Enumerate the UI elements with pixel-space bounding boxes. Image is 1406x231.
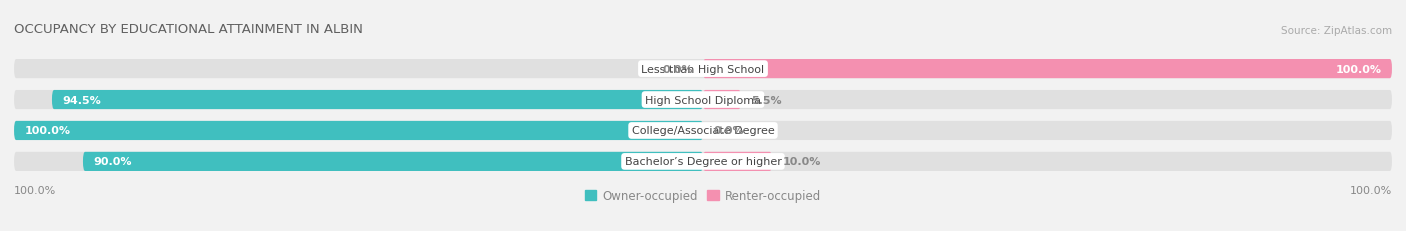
Text: College/Associate Degree: College/Associate Degree bbox=[631, 126, 775, 136]
FancyBboxPatch shape bbox=[83, 152, 703, 171]
FancyBboxPatch shape bbox=[52, 91, 703, 110]
Text: Less than High School: Less than High School bbox=[641, 64, 765, 74]
Text: Source: ZipAtlas.com: Source: ZipAtlas.com bbox=[1281, 25, 1392, 35]
FancyBboxPatch shape bbox=[703, 152, 772, 171]
Text: 0.0%: 0.0% bbox=[662, 64, 693, 74]
Text: 100.0%: 100.0% bbox=[14, 185, 56, 195]
Legend: Owner-occupied, Renter-occupied: Owner-occupied, Renter-occupied bbox=[579, 184, 827, 207]
Text: 100.0%: 100.0% bbox=[24, 126, 70, 136]
Text: 5.5%: 5.5% bbox=[751, 95, 782, 105]
FancyBboxPatch shape bbox=[14, 121, 1392, 140]
FancyBboxPatch shape bbox=[14, 60, 1392, 79]
Text: 94.5%: 94.5% bbox=[62, 95, 101, 105]
Text: 100.0%: 100.0% bbox=[1350, 185, 1392, 195]
FancyBboxPatch shape bbox=[14, 91, 1392, 110]
FancyBboxPatch shape bbox=[703, 91, 741, 110]
FancyBboxPatch shape bbox=[14, 121, 703, 140]
Text: High School Diploma: High School Diploma bbox=[645, 95, 761, 105]
Text: 10.0%: 10.0% bbox=[782, 157, 821, 167]
Text: OCCUPANCY BY EDUCATIONAL ATTAINMENT IN ALBIN: OCCUPANCY BY EDUCATIONAL ATTAINMENT IN A… bbox=[14, 22, 363, 35]
Text: 90.0%: 90.0% bbox=[93, 157, 132, 167]
FancyBboxPatch shape bbox=[703, 60, 1392, 79]
Text: 100.0%: 100.0% bbox=[1336, 64, 1382, 74]
Text: 0.0%: 0.0% bbox=[713, 126, 744, 136]
FancyBboxPatch shape bbox=[14, 152, 1392, 171]
Text: Bachelor’s Degree or higher: Bachelor’s Degree or higher bbox=[624, 157, 782, 167]
